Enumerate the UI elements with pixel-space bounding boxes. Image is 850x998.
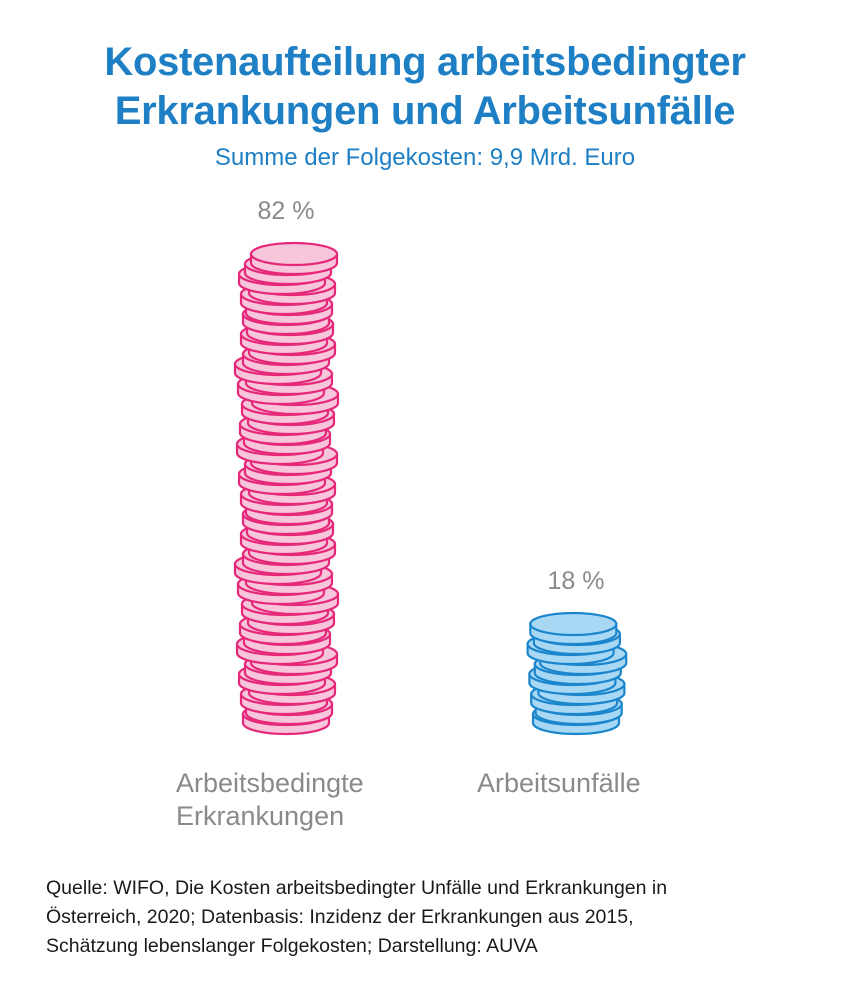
- coin: [529, 611, 618, 646]
- chart-subtitle: Summe der Folgekosten: 9,9 Mrd. Euro: [214, 144, 636, 171]
- chart-title-line-1: Kostenaufteilung arbeitsbedingter: [104, 40, 746, 84]
- bar-stack-0: [233, 241, 340, 736]
- source-note: Quelle: WIFO, Die Kosten arbeitsbedingte…: [46, 874, 836, 961]
- source-line-1: Quelle: WIFO, Die Kosten arbeitsbedingte…: [46, 877, 668, 899]
- chart-title-line-2: Erkrankungen und Arbeitsunfälle: [114, 89, 736, 133]
- category-label-arbeitsunfaelle: Arbeitsunfälle: [477, 767, 641, 800]
- value-label-0: 82 %: [258, 197, 315, 225]
- category-label-erkrankungen-line-2: Erkrankungen: [176, 801, 345, 831]
- coin: [249, 241, 339, 276]
- category-label-erkrankungen-line-1: Arbeitsbedingte: [176, 768, 364, 798]
- source-line-3: Schätzung lebenslanger Folgekosten; Dars…: [46, 935, 538, 957]
- coin-stack-chart: 82 % 18 %: [233, 197, 628, 736]
- category-label-arbeitsunfaelle-line-1: Arbeitsunfälle: [477, 768, 641, 798]
- category-label-erkrankungen: Arbeitsbedingte Erkrankungen: [176, 767, 364, 833]
- chart-title: Kostenaufteilung arbeitsbedingter Erkran…: [0, 38, 850, 136]
- source-line-2: Österreich, 2020; Datenbasis: Inzidenz d…: [46, 906, 634, 928]
- value-label-1: 18 %: [548, 567, 605, 595]
- bar-stack-1: [526, 611, 628, 736]
